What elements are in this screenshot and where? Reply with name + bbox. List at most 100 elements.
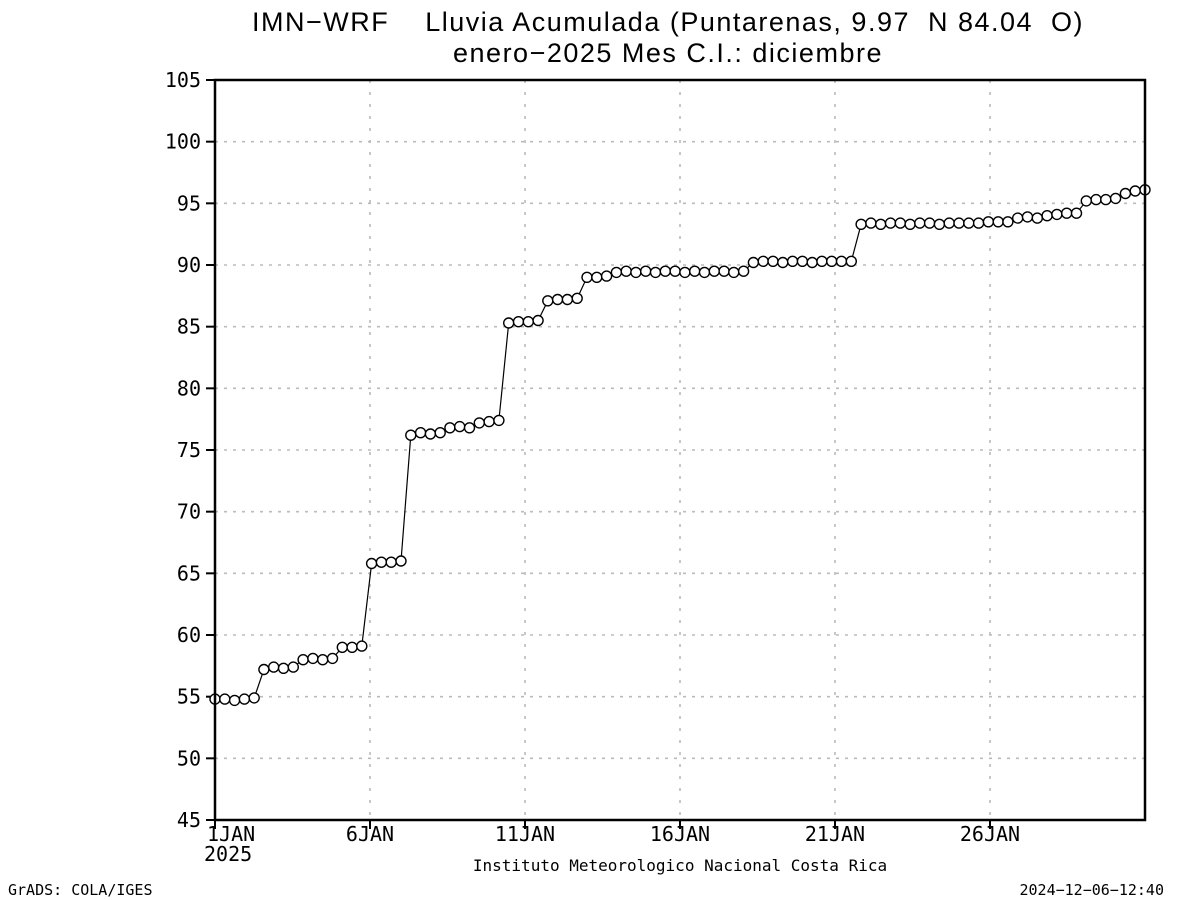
chart-title-line1: IMN−WRF Lluvia Acumulada (Puntarenas, 9.… xyxy=(252,7,1084,37)
y-tick-label: 95 xyxy=(177,191,201,215)
data-point-marker xyxy=(786,255,799,267)
y-tick-label: 65 xyxy=(177,561,201,585)
y-tick-label: 75 xyxy=(177,438,201,462)
data-point-marker xyxy=(757,255,769,267)
data-point-marker xyxy=(434,427,446,439)
x-tick-label: 1JAN xyxy=(207,822,255,846)
data-point-marker xyxy=(914,217,926,229)
data-point-marker xyxy=(522,316,534,328)
timestamp-label: 2024−12−06−12:40 xyxy=(1020,881,1165,899)
y-tick-label: 55 xyxy=(177,685,201,709)
data-point-marker xyxy=(1002,216,1014,228)
data-point-marker xyxy=(826,255,838,267)
data-point-marker xyxy=(238,693,251,705)
data-point-marker xyxy=(356,640,368,652)
data-point-marker xyxy=(953,217,965,229)
data-point-marker xyxy=(326,652,339,665)
data-point-marker xyxy=(395,555,407,567)
data-point-marker xyxy=(1031,212,1044,224)
data-point-marker xyxy=(845,255,857,267)
data-point-marker xyxy=(679,266,691,279)
data-point-marker xyxy=(1012,212,1024,224)
data-point-marker xyxy=(835,255,848,267)
x-tick-label: 26JAN xyxy=(960,822,1020,846)
data-point-marker xyxy=(982,216,995,228)
data-point-marker xyxy=(1080,195,1093,207)
data-point-marker xyxy=(1090,193,1102,206)
data-point-marker xyxy=(630,266,642,279)
data-point-marker xyxy=(708,265,720,277)
data-point-marker xyxy=(258,663,270,676)
data-point-marker xyxy=(894,217,906,229)
y-tick-label: 85 xyxy=(177,315,201,339)
data-point-marker xyxy=(268,661,280,673)
data-point-marker xyxy=(806,256,818,269)
data-point-marker xyxy=(424,428,437,440)
data-point-marker xyxy=(532,314,544,327)
data-point-marker xyxy=(904,218,916,231)
data-point-marker xyxy=(884,217,897,229)
x-tick-label: 6JAN xyxy=(346,822,394,846)
data-point-marker xyxy=(1021,211,1034,223)
data-point-marker xyxy=(943,217,955,229)
y-tick-label: 45 xyxy=(177,808,201,832)
data-point-marker xyxy=(375,556,388,568)
data-point-marker xyxy=(228,694,241,707)
x-axis-caption: Instituto Meteorologico Nacional Costa R… xyxy=(473,856,887,875)
data-point-marker xyxy=(414,427,427,439)
data-point-marker xyxy=(855,218,867,231)
data-point-marker xyxy=(1051,208,1063,221)
y-tick-label: 80 xyxy=(177,376,201,400)
y-tick-label: 50 xyxy=(177,746,201,770)
y-tick-label: 60 xyxy=(177,623,201,647)
data-point-marker xyxy=(473,417,485,429)
data-point-marker xyxy=(963,217,975,229)
data-point-marker xyxy=(385,556,397,568)
data-point-marker xyxy=(571,292,583,304)
data-point-marker xyxy=(649,266,662,279)
data-point-marker xyxy=(1119,187,1132,200)
data-point-marker xyxy=(277,662,290,674)
y-tick-label: 90 xyxy=(177,253,201,277)
data-point-marker xyxy=(405,429,417,441)
data-point-marker xyxy=(972,217,985,229)
data-point-marker xyxy=(248,692,260,704)
data-point-marker xyxy=(1041,209,1053,222)
data-point-marker xyxy=(992,216,1004,228)
data-point-marker xyxy=(317,654,329,666)
data-point-marker xyxy=(747,256,760,269)
x-axis-tick-labels: 1JAN 6JAN 11JAN 16JAN 21JAN 26JAN xyxy=(207,822,1020,846)
data-point-marker xyxy=(297,654,309,666)
y-axis-tick-labels: 45 50 55 60 65 70 75 80 85 90 95 100 105 xyxy=(165,68,201,832)
series-line xyxy=(215,189,1146,702)
data-point-marker xyxy=(542,295,554,307)
data-point-marker xyxy=(365,557,378,570)
x-tick-label: 21JAN xyxy=(805,822,865,846)
data-point-marker xyxy=(493,414,505,427)
data-point-marker xyxy=(728,266,740,279)
data-point-marker xyxy=(591,271,603,283)
data-point-marker xyxy=(454,420,466,433)
chart-title-line2: enero−2025 Mes C.I.: diciembre xyxy=(453,38,883,68)
data-point-marker xyxy=(796,255,809,267)
data-point-marker xyxy=(1129,185,1141,197)
data-point-marker xyxy=(581,271,593,283)
data-point-marker xyxy=(640,265,652,277)
data-point-marker xyxy=(307,652,319,665)
grads-credit-label: GrADS: COLA/IGES xyxy=(8,881,153,899)
data-point-marker xyxy=(1060,207,1073,219)
data-point-marker xyxy=(698,266,711,279)
data-point-marker xyxy=(444,422,456,434)
data-point-marker xyxy=(1070,207,1083,219)
data-point-marker xyxy=(875,218,887,231)
data-point-marker xyxy=(610,266,623,279)
data-point-marker xyxy=(737,265,750,277)
data-point-marker xyxy=(865,217,877,229)
data-point-marker xyxy=(503,317,515,329)
axis-ticks xyxy=(206,79,991,829)
y-tick-label: 105 xyxy=(165,68,201,92)
y-tick-label: 100 xyxy=(165,130,201,154)
data-point-marker xyxy=(669,265,681,277)
data-point-marker xyxy=(689,265,701,277)
